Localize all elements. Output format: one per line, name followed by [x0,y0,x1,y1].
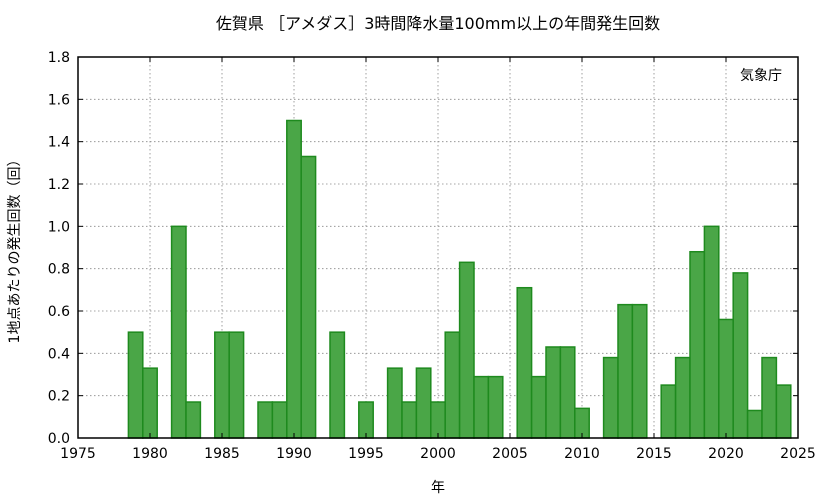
y-tick-label: 0.0 [48,431,70,447]
bar-2008 [545,346,562,439]
x-axis-label: 年 [431,480,445,496]
x-tick-label: 1975 [60,446,96,462]
y-tick-label: 0.6 [48,304,70,320]
bar-1986 [228,331,245,439]
y-tick-label: 1.6 [48,92,70,108]
bar-1990 [286,119,302,439]
x-tick-label: 2005 [492,446,528,462]
chart-title: 佐賀県 ［アメダス］3時間降水量100mm以上の年間発生回数 [216,14,660,33]
x-tick-label: 2000 [420,446,456,462]
y-tick-label: 1.0 [48,219,70,235]
bar-1982 [170,225,187,439]
bar-2018 [689,250,706,439]
bar-1983 [185,401,202,439]
x-tick-label: 2025 [780,446,816,462]
x-tick-label: 1980 [132,446,168,462]
x-tick-label: 2020 [708,446,744,462]
y-tick-label: 0.4 [48,346,70,362]
y-axis-ticks: 0.0 0.2 0.4 0.6 0.8 1.0 1.2 1.4 1.6 1.8 [48,50,798,447]
bar-1993 [329,331,346,439]
bar-2000 [430,401,446,439]
bar-2023 [761,356,778,439]
x-tick-label: 1995 [348,446,384,462]
bar-1989 [271,401,288,439]
bar-2003 [473,375,490,439]
bar-1980 [142,367,158,439]
y-tick-label: 1.8 [48,50,70,66]
x-tick-label: 1990 [276,446,312,462]
bar-1988 [257,401,274,439]
bar-1995 [358,401,374,439]
source-annotation: 気象庁 [740,68,782,84]
bar-2020 [718,318,734,439]
bar-2016 [660,384,677,439]
bar-2006 [516,286,533,439]
bar-1998 [401,401,418,439]
bar-1985 [214,331,230,439]
bar-2007 [530,375,547,439]
x-axis-ticks: 1975 1980 1985 1990 1995 2000 2005 2010 2015 2020… [60,57,816,462]
bar-2012 [602,356,619,439]
bar-2017 [674,356,691,439]
x-tick-label: 2010 [564,446,600,462]
bar-1997 [386,367,403,439]
y-tick-label: 0.2 [48,389,70,405]
y-axis-label: 1地点あたりの発生回数（回） [7,153,23,344]
x-tick-label: 2015 [636,446,672,462]
bar-1991 [300,155,317,439]
bar-2002 [458,261,475,439]
bar-1979 [127,331,144,439]
grid-lines [78,57,798,438]
bar-1999 [415,367,432,439]
y-tick-label: 1.2 [48,177,70,193]
bar-2019 [703,225,720,439]
bar-2004 [487,375,504,439]
y-tick-label: 1.4 [48,135,70,151]
x-tick-label: 1985 [204,446,240,462]
bar-2009 [559,346,576,439]
bar-2024 [775,384,792,439]
bar-2001 [444,331,461,439]
bar-2021 [732,272,749,439]
bar-2013 [617,303,634,439]
bar-2014 [631,303,648,439]
y-tick-label: 0.8 [48,262,70,278]
bars [127,119,792,439]
bar-2022 [746,409,763,439]
